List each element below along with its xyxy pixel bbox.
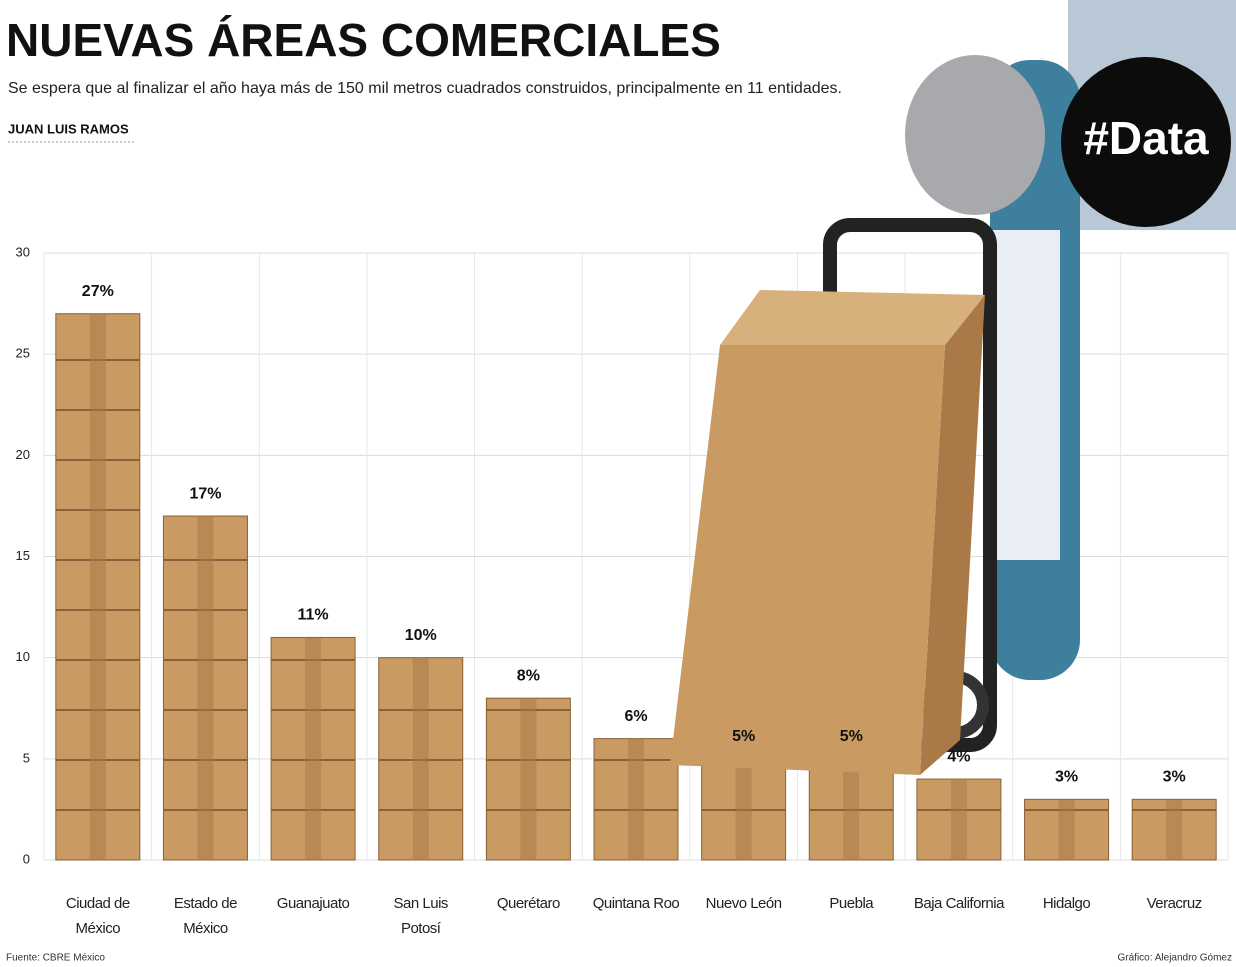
x-tick-label: San Luis Potosí [393,895,449,937]
x-tick-label: Ciudad de México [65,895,130,937]
box-tape [89,313,106,860]
y-tick-label: 5 [23,750,30,765]
value-label: 5% [732,728,755,745]
value-label: 27% [82,283,114,300]
badge: #Data [1083,112,1209,164]
y-tick-label: 25 [16,346,30,361]
box-tape [735,758,752,860]
value-label: 5% [840,728,863,745]
source: Fuente: CBRE México [6,953,105,964]
box-tape [520,698,537,860]
y-tick-label: 30 [16,244,30,259]
box-tape [1166,799,1183,860]
value-label: 6% [624,708,647,725]
x-tick-label: Guanajuato [276,895,350,912]
illustration [670,55,1080,775]
x-tick-label: Nuevo León [705,895,782,912]
box-tape [950,779,967,860]
value-label: 8% [517,667,540,684]
box-tape [843,758,860,860]
x-tick-label: Querétaro [496,895,561,912]
y-tick-label: 10 [16,649,30,664]
x-tick-label: Hidalgo [1042,895,1091,912]
y-tick-label: 20 [16,447,30,462]
y-tick-label: 15 [16,548,30,563]
x-tick-label: Veracruz [1146,895,1203,912]
x-tick-label: Baja California [913,895,1005,912]
box-tape [305,637,322,860]
value-label: 3% [1163,769,1186,786]
badge-circle [1061,57,1231,227]
x-tick-label: Estado de México [173,895,238,937]
y-tick-label: 0 [23,851,30,866]
value-label: 11% [298,607,329,624]
x-tick-label: Quintana Roo [592,895,680,912]
box-tape [197,516,214,860]
value-label: 10% [405,627,437,644]
chart-title: NUEVAS ÁREAS COMERCIALES [6,14,721,66]
value-label: 17% [189,485,221,502]
author: JUAN LUIS RAMOS [8,121,129,136]
box-tape [1058,799,1075,860]
box-tape [412,657,429,860]
value-label: 4% [947,748,970,765]
box-tape [628,738,644,860]
value-label: 3% [1055,769,1078,786]
subtitle: Se espera que al finalizar el año haya m… [8,80,842,97]
credit: Gráfico: Alejandro Gómez [1118,953,1233,964]
x-tick-label: Puebla [829,895,874,912]
